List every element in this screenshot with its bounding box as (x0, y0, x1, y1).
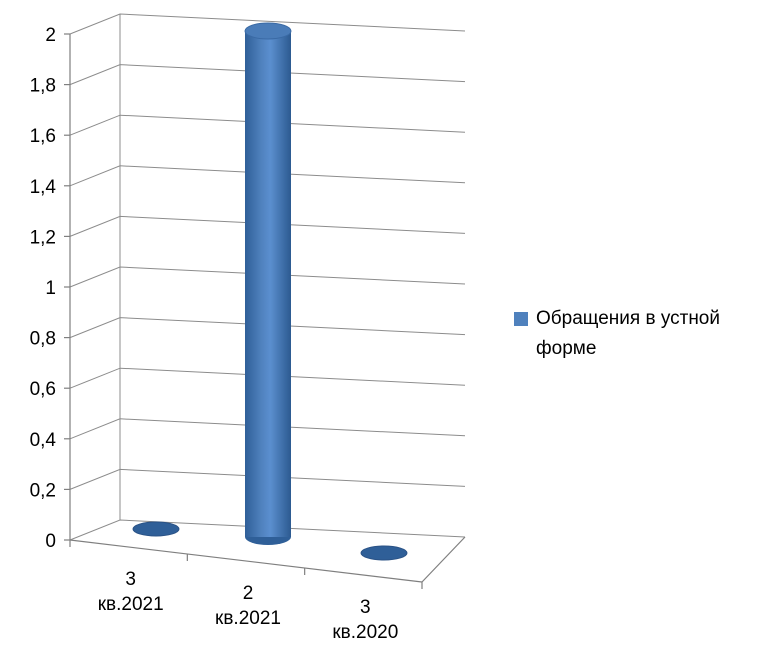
axes (64, 33, 466, 589)
x-category-label: 2 кв.2021 (215, 583, 281, 629)
x-axis-line (69, 539, 423, 583)
legend-label: Обращения в устной форме (536, 308, 720, 359)
y-tick-label: 0,2 (30, 480, 56, 501)
bars (132, 22, 408, 561)
y-tick-label: 1,6 (30, 126, 56, 147)
bar (360, 545, 408, 561)
y-tick-label: 1 (45, 278, 56, 299)
bar (244, 22, 292, 545)
y-axis-ticks: 0 0,2 0,4 0,6 0,8 1 1,2 1,4 1,6 1,8 2 (30, 25, 57, 552)
y-tick-label: 0,6 (30, 379, 56, 400)
legend-swatch (514, 312, 528, 326)
gridlines (69, 13, 466, 541)
y-tick-label: 1,2 (30, 227, 56, 248)
y-tick-label: 1,8 (30, 76, 56, 97)
y-tick-label: 2 (45, 25, 56, 46)
y-tick-label: 0,4 (30, 430, 57, 451)
y-tick-label: 0 (45, 531, 56, 552)
y-tick-label: 0,8 (30, 329, 56, 350)
x-category-label: 3 кв.2020 (332, 597, 398, 643)
bar (132, 521, 180, 537)
x-axis-labels: 3 кв.2021 2 кв.2021 3 кв.2020 (98, 569, 399, 643)
x-category-label: 3 кв.2021 (98, 569, 164, 615)
floor-right-edge (421, 536, 466, 583)
y-tick-label: 1,4 (30, 177, 57, 198)
